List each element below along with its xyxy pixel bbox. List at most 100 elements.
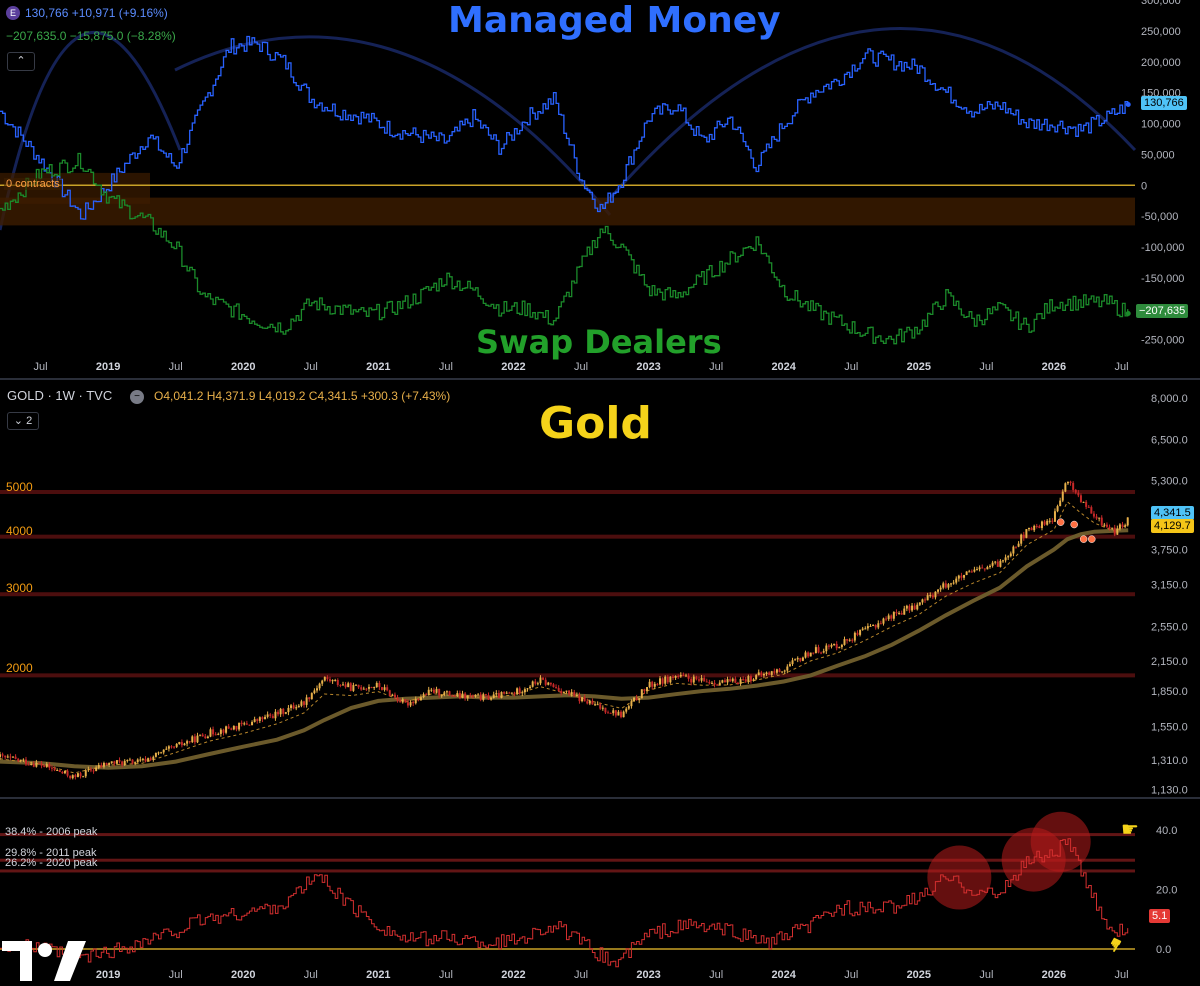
cot-x-tick-label: Jul <box>844 361 858 373</box>
candle-body <box>141 758 144 760</box>
candle-body <box>944 583 947 588</box>
candle-body <box>79 773 82 777</box>
candle-body <box>17 758 20 761</box>
osc-x-tick-label: 2023 <box>636 969 660 981</box>
candle-body <box>92 770 95 772</box>
cot-x-tick-label: 2022 <box>501 361 525 373</box>
candle-body <box>710 682 713 684</box>
candle-body <box>877 623 880 628</box>
candle-body <box>406 702 409 706</box>
candle-body <box>614 710 617 716</box>
candle-body <box>282 708 285 714</box>
tradingview-logo <box>2 941 86 981</box>
candle-body <box>417 698 420 701</box>
candle-body <box>40 763 43 766</box>
candle-body <box>643 689 646 692</box>
candle-body <box>542 677 545 680</box>
candle-body <box>362 688 365 690</box>
cot-x-tick-label: 2020 <box>231 361 255 373</box>
candle-body <box>30 763 33 765</box>
cot-x-tick-label: 2024 <box>771 361 796 373</box>
gold-symbol-legend[interactable]: GOLD · 1W · TVC <box>7 388 113 403</box>
cot-badge[interactable]: E <box>6 6 20 20</box>
candle-body <box>786 666 789 671</box>
candle-body <box>318 683 321 689</box>
candle-body <box>521 692 524 694</box>
candle-body <box>43 765 46 767</box>
reference-line <box>0 833 1135 837</box>
candle-body <box>510 692 513 694</box>
candle-body <box>892 612 895 619</box>
candle-body <box>1027 527 1030 530</box>
candle-body <box>835 643 838 649</box>
candle-body <box>604 707 607 713</box>
candle-body <box>432 689 435 693</box>
candle-body <box>1111 527 1114 529</box>
cot-x-tick-label: 2021 <box>366 361 390 373</box>
candle-body <box>846 639 849 641</box>
candle-body <box>770 671 773 675</box>
collapse-indicators-button[interactable]: ⌄ 2 <box>7 412 39 430</box>
gold-y-tick-label: 1,850.0 <box>1151 686 1188 698</box>
candle-body <box>882 618 885 624</box>
candle-body <box>516 688 519 695</box>
cot-y-tick-label: 50,000 <box>1141 149 1175 161</box>
candle-body <box>749 676 752 682</box>
candle-body <box>640 689 643 699</box>
candle-body <box>438 688 441 696</box>
candle-body <box>11 756 14 758</box>
candle-body <box>963 575 966 578</box>
candle-body <box>1043 521 1046 525</box>
cot-panel <box>0 27 1200 380</box>
candle-body <box>95 767 98 771</box>
candle-body <box>147 758 150 762</box>
candle-body <box>108 762 111 765</box>
candle-body <box>638 698 641 701</box>
candle-body <box>352 685 355 691</box>
candle-body <box>1001 560 1004 562</box>
candle-body <box>744 679 747 682</box>
candle-body <box>898 612 901 614</box>
candle-body <box>1126 517 1129 526</box>
candle-body <box>448 691 451 696</box>
cot-y-tick-label: -100,000 <box>1141 242 1184 254</box>
candle-body <box>1053 511 1056 522</box>
candle-body <box>788 664 791 667</box>
signal-marker <box>1079 535 1088 543</box>
candle-body <box>419 697 422 701</box>
candle-body <box>375 683 378 688</box>
candle-body <box>791 660 794 665</box>
candle-body <box>1012 546 1015 554</box>
candle-body <box>523 689 526 693</box>
candle-body <box>274 711 277 719</box>
candle-body <box>334 679 337 681</box>
candle-body <box>633 697 636 702</box>
candle-body <box>1040 521 1043 529</box>
candle-body <box>825 645 828 652</box>
candle-body <box>775 669 778 673</box>
candle-body <box>926 595 929 601</box>
candle-body <box>295 707 298 709</box>
candle-body <box>401 699 404 703</box>
candle-body <box>487 695 490 700</box>
candle-body <box>913 605 916 610</box>
candle-body <box>1121 524 1124 527</box>
candle-body <box>115 760 118 764</box>
osc-x-tick-label: 2025 <box>907 969 931 981</box>
candle-body <box>1038 526 1041 529</box>
candle-body <box>217 733 220 735</box>
candle-body <box>248 724 251 726</box>
candle-body <box>718 682 721 686</box>
signal-marker <box>1056 518 1065 526</box>
candle-body <box>599 704 602 709</box>
candle-body <box>105 762 108 765</box>
candle-body <box>1074 489 1077 493</box>
candle-body <box>549 682 552 685</box>
candle-body <box>22 759 25 761</box>
candle-body <box>646 687 649 692</box>
collapse-cot-button[interactable]: ⌃ <box>7 52 35 71</box>
osc-x-tick-label: 2024 <box>771 969 796 981</box>
candle-body <box>978 567 981 570</box>
visibility-icon[interactable]: − <box>130 390 144 404</box>
